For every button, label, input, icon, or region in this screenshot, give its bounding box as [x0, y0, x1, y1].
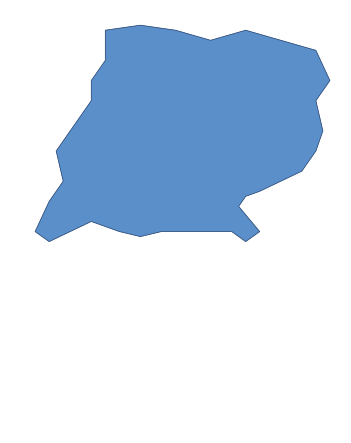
Polygon shape [35, 25, 330, 241]
